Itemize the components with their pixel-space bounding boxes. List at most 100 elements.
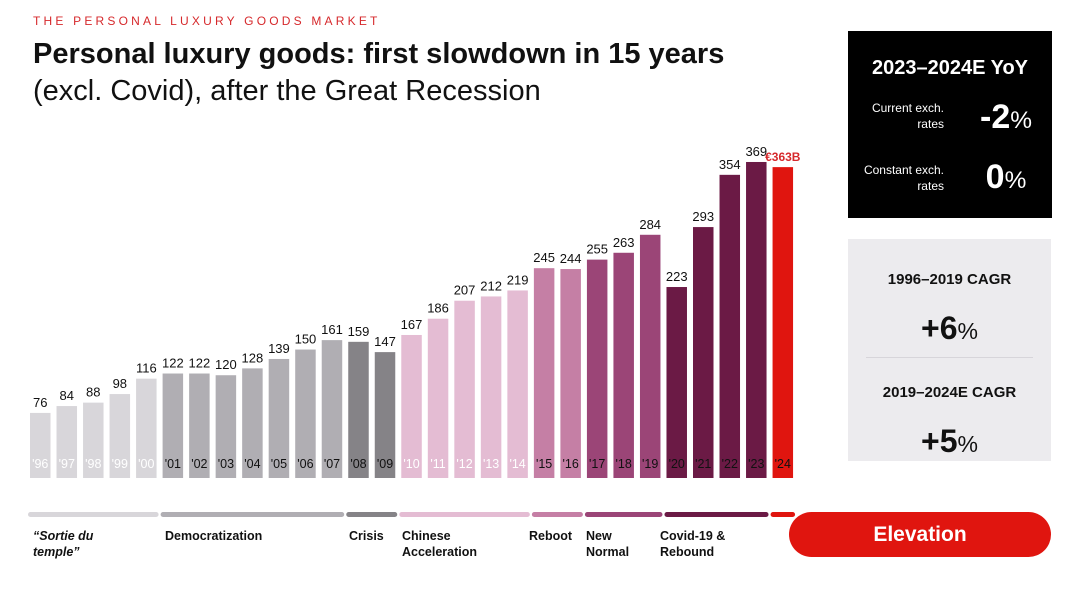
bar-0 (30, 412, 51, 478)
bar-25 (693, 227, 714, 478)
bar-20 (560, 269, 581, 478)
bar-15 (427, 318, 449, 478)
era-label-new-normal: New Normal (586, 529, 630, 559)
yoy-constant-label: Constant exch. rates (863, 163, 944, 193)
tick-label-4: '00 (138, 457, 154, 471)
bar-17 (480, 296, 502, 478)
tick-label-9: '05 (271, 457, 287, 471)
value-label-6: 122 (189, 356, 211, 371)
tick-label-8: '04 (244, 457, 260, 471)
tick-label-26: '22 (722, 457, 738, 471)
tick-label-18: '14 (509, 457, 525, 471)
yoy-box: 2023–2024E YoY Current exch. rates -2% C… (848, 31, 1052, 218)
value-label-20: 244 (560, 251, 582, 266)
tick-label-10: '06 (297, 457, 313, 471)
value-label-14: 167 (401, 317, 423, 332)
era-band-3 (399, 512, 530, 517)
era-label-covid-rebound: Covid-19 & Rebound (660, 529, 726, 559)
cagr-first-number: +6 (921, 310, 958, 346)
cagr-second-value: +5% (848, 423, 1051, 460)
tick-label-0: '96 (32, 457, 48, 471)
cagr-box: 1996–2019 CAGR +6% 2019–2024E CAGR +5% (848, 239, 1051, 461)
era-label-democratization: Democratization (165, 529, 263, 543)
bar-12 (348, 341, 369, 478)
tick-label-17: '13 (483, 457, 499, 471)
tick-label-20: '16 (563, 457, 579, 471)
bar-10 (295, 349, 316, 478)
bar-9 (268, 358, 290, 478)
tick-label-12: '08 (350, 457, 366, 471)
bar-13 (374, 352, 396, 478)
tick-label-14: '10 (403, 457, 419, 471)
tick-label-11: '07 (324, 457, 340, 471)
cagr-second-number: +5 (921, 423, 958, 459)
value-label-10: 150 (295, 332, 317, 347)
tick-label-13: '09 (377, 457, 393, 471)
bar-23 (639, 234, 661, 478)
yoy-current-number: -2 (980, 98, 1011, 136)
title-rest: (excl. Covid), after the Great Recession (33, 75, 541, 107)
bar-14 (401, 334, 422, 478)
era-band-0 (28, 512, 159, 517)
value-label-17: 212 (480, 278, 502, 293)
era-band-2 (346, 512, 398, 517)
value-label-25: 293 (692, 209, 714, 224)
yoy-current-value: -2% (966, 98, 1046, 137)
tick-label-5: '01 (165, 457, 181, 471)
tick-label-1: '97 (59, 457, 75, 471)
bar-1 (56, 406, 78, 478)
value-label-9: 139 (268, 341, 290, 356)
tick-label-23: '19 (642, 457, 658, 471)
value-label-23: 284 (639, 217, 661, 232)
era-band-5 (584, 512, 663, 517)
value-label-12: 159 (348, 324, 370, 339)
bar-8 (242, 368, 263, 478)
tick-label-25: '21 (695, 457, 711, 471)
value-label-1: 84 (60, 388, 74, 403)
era-label-crisis: Crisis (349, 529, 384, 543)
bar-21 (586, 259, 608, 478)
era-label-elevation: Elevation (789, 512, 1051, 557)
cagr-second-unit: % (957, 431, 978, 457)
value-label-2: 88 (86, 385, 100, 400)
bar-18 (507, 290, 528, 478)
tick-label-2: '98 (85, 457, 101, 471)
section-kicker: THE PERSONAL LUXURY GOODS MARKET (33, 14, 381, 28)
bar-3 (109, 394, 131, 478)
yoy-current-label: Current exch. rates (871, 101, 944, 131)
era-band-4 (531, 512, 583, 517)
value-label-16: 207 (454, 283, 476, 298)
tick-label-7: '03 (218, 457, 234, 471)
value-label-19: 245 (533, 250, 555, 265)
yoy-constant-unit: % (1004, 167, 1027, 194)
bar-5 (162, 373, 184, 478)
value-label-13: 147 (374, 334, 396, 349)
era-label-chinese-acceleration: Chinese Acceleration (402, 529, 478, 559)
tick-label-22: '18 (616, 457, 632, 471)
bar-24 (666, 287, 687, 478)
yoy-constant-value: 0% (966, 158, 1046, 197)
tick-label-3: '99 (112, 457, 128, 471)
bar-27 (746, 161, 767, 478)
bar-28 (772, 167, 794, 478)
tick-label-21: '17 (589, 457, 605, 471)
era-band-6 (664, 512, 769, 517)
bar-4 (136, 378, 157, 478)
bar-6 (189, 373, 210, 478)
bar-16 (454, 300, 475, 478)
bar-7 (215, 375, 237, 478)
cagr-divider (866, 357, 1033, 358)
value-label-28: €363B (765, 150, 800, 164)
tick-label-24: '20 (669, 457, 685, 471)
value-label-0: 76 (33, 395, 47, 410)
cagr-first-unit: % (957, 318, 978, 344)
title-bold: Personal luxury goods: first slowdown in… (33, 38, 725, 70)
value-label-27: 369 (745, 144, 767, 159)
yoy-heading: 2023–2024E YoY (871, 57, 1029, 79)
cagr-first-value: +6% (848, 310, 1051, 347)
era-label-reboot: Reboot (529, 529, 573, 543)
era-band-1 (160, 512, 345, 517)
tick-label-6: '02 (191, 457, 207, 471)
tick-label-16: '12 (456, 457, 472, 471)
tick-label-27: '23 (748, 457, 764, 471)
